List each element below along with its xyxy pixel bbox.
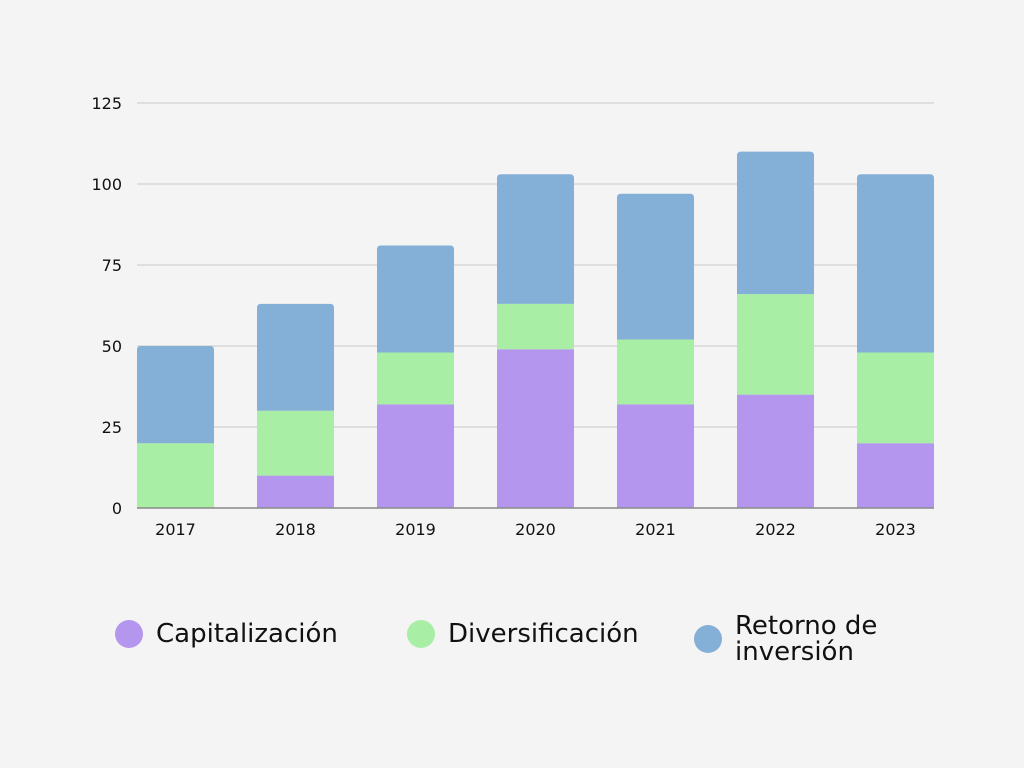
x-tick-label-2019: 2019: [395, 520, 436, 539]
bar-2019-series-0: [377, 404, 454, 508]
y-tick-label-100: 100: [91, 175, 122, 194]
bar-2019-series-2: [377, 245, 454, 353]
bar-2023-series-0: [857, 443, 934, 508]
legend: Capitalización Diversificación Retorno d…: [0, 600, 1024, 680]
x-tick-label-2022: 2022: [755, 520, 796, 539]
y-tick-label-75: 75: [102, 256, 122, 275]
bar-2017-series-1: [137, 443, 214, 508]
bar-2018-series-0: [257, 475, 334, 508]
x-tick-label-2017: 2017: [155, 520, 196, 539]
y-tick-label-0: 0: [112, 499, 122, 518]
bar-2021-series-1: [617, 339, 694, 405]
y-tick-label-25: 25: [102, 418, 122, 437]
bar-2019-series-1: [377, 352, 454, 405]
bar-2023-series-1: [857, 352, 934, 444]
bar-2022-series-2: [737, 151, 814, 295]
bar-2018-series-1: [257, 410, 334, 476]
legend-swatch-capitalizacion: [115, 620, 143, 648]
x-tick-label-2018: 2018: [275, 520, 316, 539]
legend-swatch-diversificacion: [407, 620, 435, 648]
bar-2022-series-0: [737, 394, 814, 508]
y-tick-label-125: 125: [91, 94, 122, 113]
bar-2018-series-2: [257, 303, 334, 411]
legend-label-diversificacion: Diversificación: [448, 619, 639, 649]
bar-2023-series-2: [857, 174, 934, 353]
legend-item-capitalizacion: Capitalización: [115, 620, 338, 648]
legend-label-retorno-de-inversion: Retorno de inversión: [735, 611, 878, 667]
bar-2022-series-1: [737, 294, 814, 395]
bar-2020-series-2: [497, 174, 574, 304]
bar-2020-series-0: [497, 349, 574, 508]
bar-2020-series-1: [497, 303, 574, 350]
x-tick-label-2021: 2021: [635, 520, 676, 539]
bar-2021-series-0: [617, 404, 694, 508]
x-tick-label-2020: 2020: [515, 520, 556, 539]
legend-item-retorno-de-inversion: Retorno de inversión: [694, 613, 915, 665]
axes: 0 25 50 75 100 125 2017 2018 2019 2020 2021 2022 202…: [91, 94, 934, 539]
bars: [137, 151, 934, 508]
y-tick-label-50: 50: [102, 337, 122, 356]
x-tick-label-2023: 2023: [875, 520, 916, 539]
bar-2021-series-2: [617, 193, 694, 340]
legend-item-diversificacion: Diversificación: [407, 620, 639, 648]
bar-2017-series-2: [137, 346, 214, 444]
legend-swatch-retorno-de-inversion: [694, 625, 722, 653]
legend-label-capitalizacion: Capitalización: [156, 619, 338, 649]
